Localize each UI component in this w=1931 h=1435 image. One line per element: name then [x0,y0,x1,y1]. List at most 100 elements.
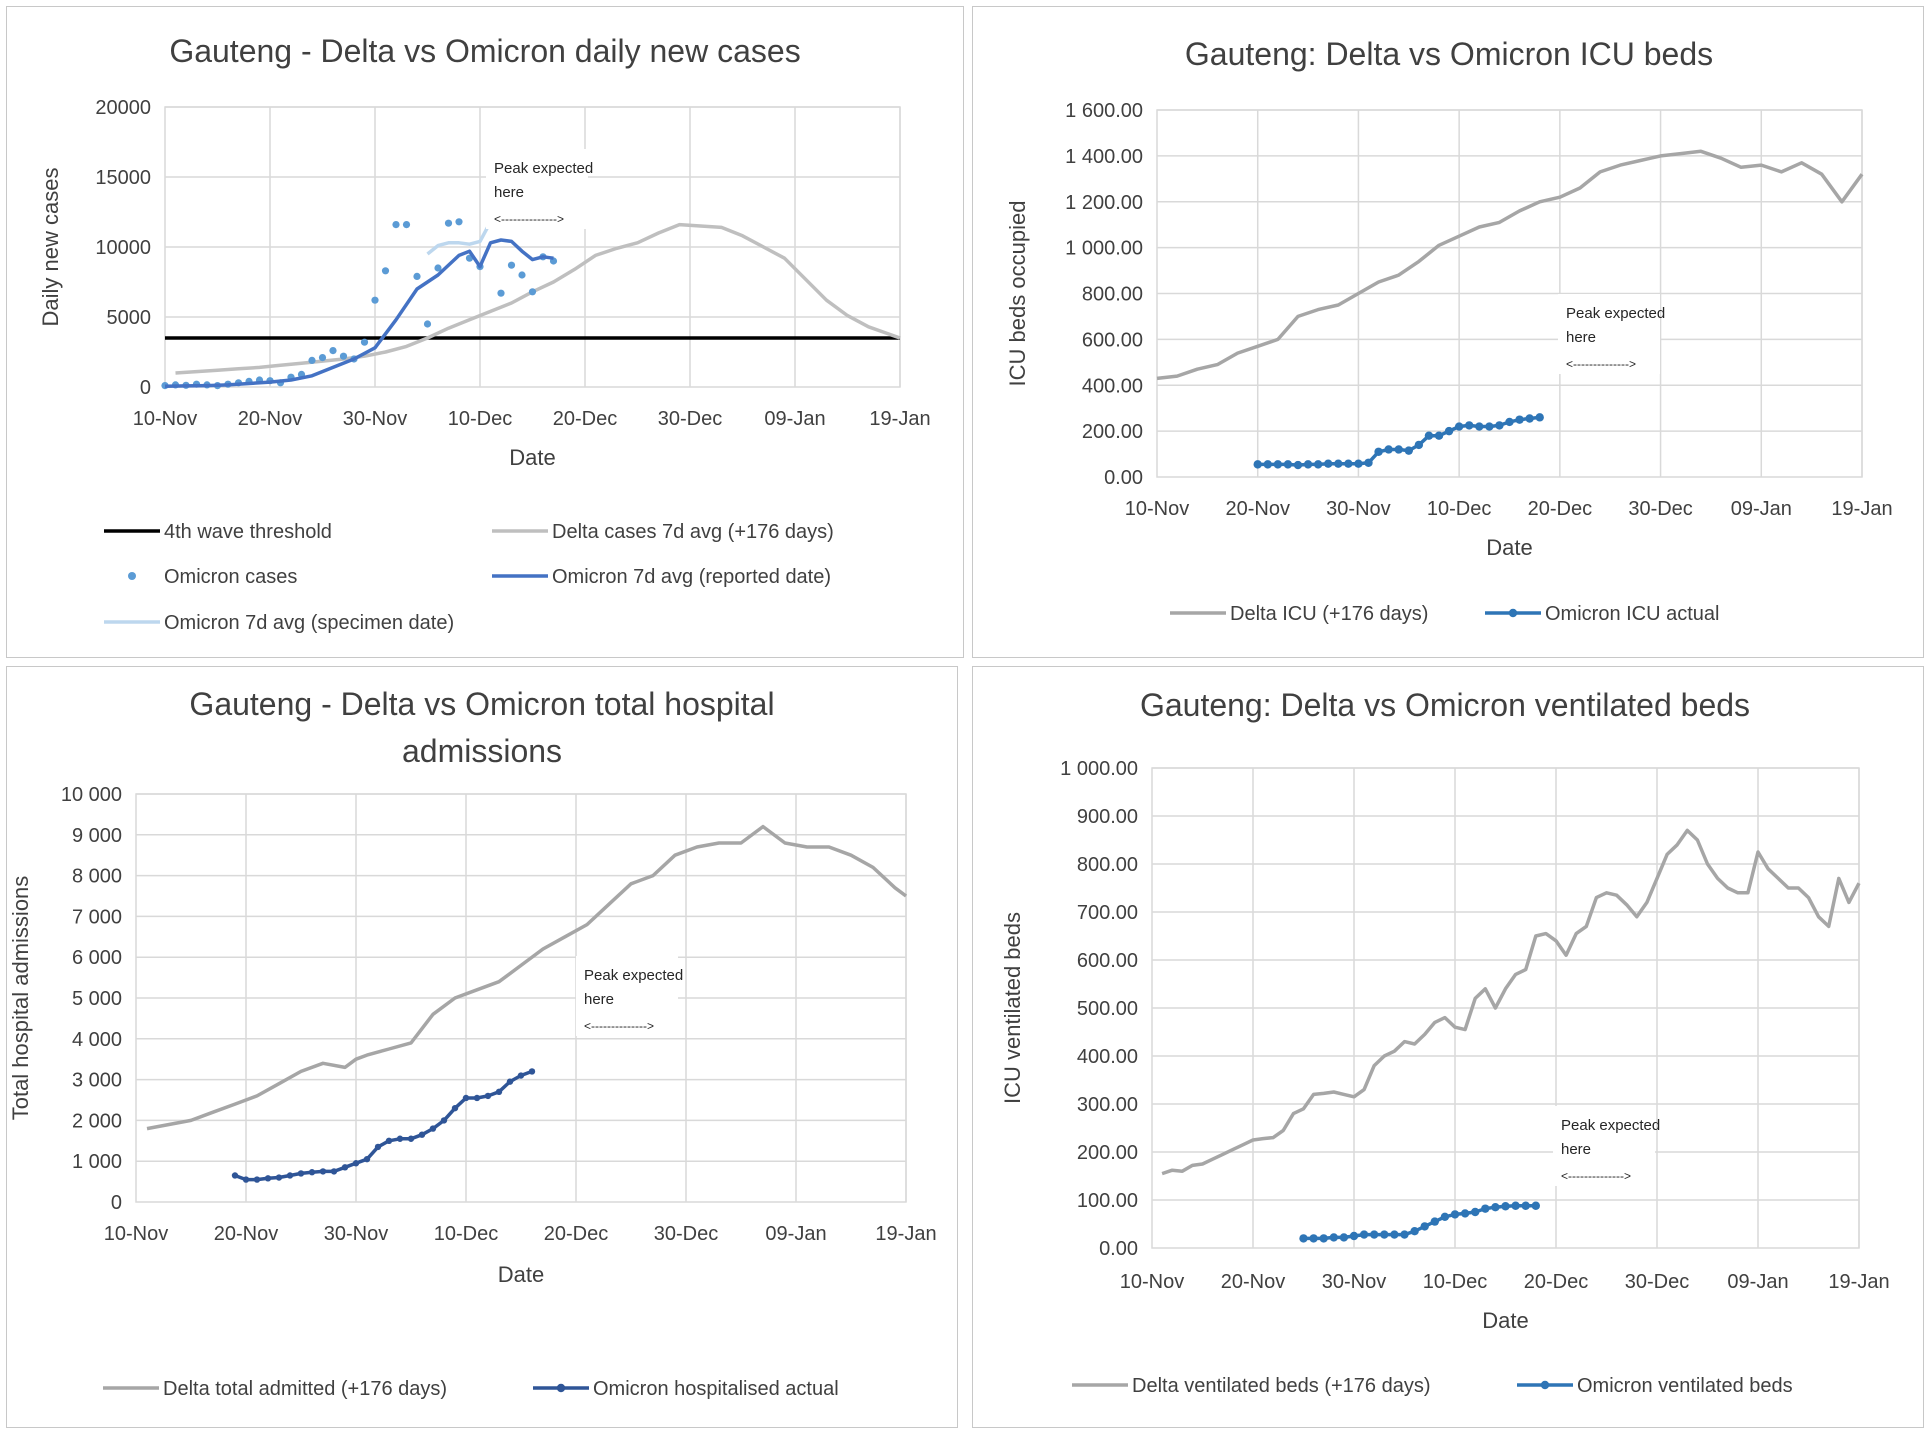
data-point [407,1135,415,1142]
legend-marker [556,1383,566,1393]
y-tick-label: 4 000 [72,1029,122,1051]
x-tick-label: 20-Nov [1221,1271,1285,1293]
annotation-arrow: <--------------> [1566,357,1636,371]
data-point [1525,414,1534,423]
data-point [528,1068,536,1075]
series-delta-icu-176-days [1156,149,1864,381]
x-tick-label: 10-Dec [1427,498,1491,520]
y-tick-label: 800.00 [1077,854,1138,876]
y-tick-label: 500.00 [1077,998,1138,1020]
chart-2: Gauteng: Delta vs Omicron ICU beds 10-Nov… [1005,36,1893,625]
y-tick-label: 1 000 [72,1151,122,1173]
series-omicron-ventilated-beds [1299,1201,1541,1243]
y-tick-label: 1 400.00 [1065,146,1143,168]
data-point [1424,431,1434,440]
y-tick-label: 0.00 [1099,1238,1138,1260]
series-line [1303,1204,1536,1241]
chart-panel-admissions [6,666,958,1428]
y-tick-label: 10 000 [61,784,122,806]
series-delta-ventilated-beds-176-days [1161,828,1861,1176]
x-tick-label: 20-Nov [1225,498,1289,520]
data-point [473,1094,481,1102]
chart-title: Gauteng: Delta vs Omicron ICU beds [1185,36,1713,72]
x-axis-label: Date [498,1262,544,1287]
annotation-text: Peak expected [584,967,683,984]
data-point [1450,1210,1460,1219]
y-tick-label: 700.00 [1077,902,1138,924]
x-tick-label: 30-Nov [343,408,407,430]
y-tick-label: 300.00 [1077,1094,1138,1116]
legend: 4th wave threshold Delta cases 7d avg (+1… [104,521,834,634]
data-point [1344,459,1353,468]
data-point [1273,460,1283,469]
data-point [1505,417,1514,427]
data-point [1481,1204,1490,1213]
y-tick-label: 0 [140,377,151,399]
data-point [330,1168,338,1175]
chart-title: Gauteng - Delta vs Omicron total hospita… [189,686,774,722]
data-point [1521,1201,1530,1210]
annotation-box [1558,294,1660,374]
x-tick-label: 30-Dec [1628,498,1692,520]
data-point [484,1092,492,1100]
x-tick-label: 30-Dec [658,408,722,430]
data-point [1414,440,1424,450]
data-point [462,1094,470,1102]
data-point [308,1169,316,1176]
annotation-arrow: <--------------> [1561,1169,1631,1183]
series-omicron-7d-avg-specimen-date [426,220,493,256]
legend: Delta ICU (+176 days) Omicron ICU actual [1170,603,1720,625]
x-tick-label: 10-Dec [448,408,512,430]
legend: Delta ventilated beds (+176 days) Omicron… [1072,1375,1793,1397]
x-tick-label: 30-Dec [1625,1271,1689,1293]
legend-label: Omicron ventilated beds [1577,1375,1793,1397]
data-point [1434,431,1444,440]
chart-4: Gauteng: Delta vs Omicron ventilated bed… [1000,687,1890,1397]
annotation-text-2: here [494,184,524,201]
y-tick-label: 400.00 [1077,1046,1138,1068]
y-tick-label: 900.00 [1077,806,1138,828]
data-point [1364,458,1373,467]
chart-1: Gauteng - Delta vs Omicron daily new cas… [38,33,931,634]
data-point [1440,1212,1450,1222]
data-point [264,1175,272,1182]
data-point [1515,415,1524,424]
data-point [242,1176,250,1183]
x-tick-label: 10-Nov [104,1223,168,1245]
data-point [434,264,442,272]
x-tick-label: 20-Dec [1528,498,1592,520]
x-tick-label: 10-Nov [1125,498,1189,520]
data-point [371,296,379,304]
legend-label: Delta ICU (+176 days) [1230,603,1428,625]
legend: Delta total admitted (+176 days) Omicron … [103,1378,839,1400]
data-point [413,272,421,280]
data-point [253,1176,261,1183]
x-tick-label: 09-Jan [1731,498,1792,520]
data-point [497,289,505,297]
x-tick-label: 20-Dec [553,408,617,430]
data-point [1501,1202,1510,1211]
y-tick-label: 2 000 [72,1110,122,1132]
data-point [1471,1207,1480,1217]
legend-marker [1540,1380,1550,1390]
y-axis-label: Daily new cases [38,168,63,327]
data-point [1535,413,1544,422]
y-tick-label: 0 [111,1192,122,1214]
data-point [381,267,390,275]
legend-label: Omicron hospitalised actual [593,1378,839,1400]
chart-title: Gauteng: Delta vs Omicron ventilated bed… [1140,687,1750,723]
data-point [231,1172,239,1179]
data-point [286,1172,294,1179]
data-point [1339,1233,1349,1242]
annotation-text: Peak expected [1561,1117,1660,1134]
x-axis-label: Date [509,445,555,470]
data-point [341,1164,349,1171]
annotation-box [1553,1106,1655,1186]
data-point [518,271,526,279]
legend-marker [1508,608,1518,618]
data-point [1303,460,1313,469]
data-point [385,1137,393,1145]
y-axis-label: ICU ventilated beds [1000,912,1025,1104]
data-point [1475,422,1484,431]
data-point [1309,1234,1318,1243]
